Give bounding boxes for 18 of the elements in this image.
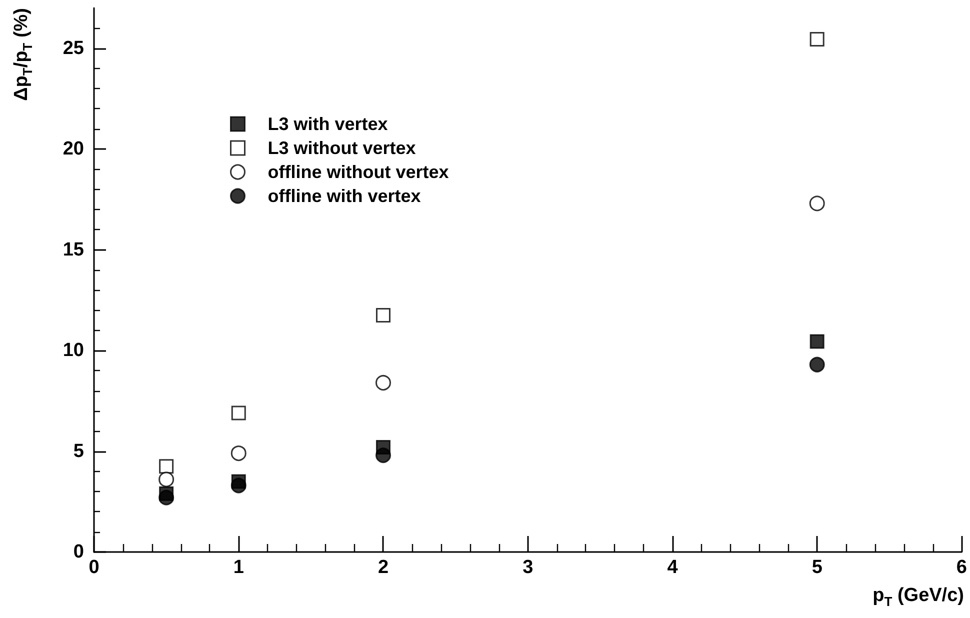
x-tick-label: 4 [667, 557, 678, 578]
y-tick-label: 15 [62, 239, 84, 260]
legend-label: offline without vertex [268, 162, 449, 182]
y-tick-label: 0 [73, 542, 84, 562]
y-tick-label: 20 [62, 138, 84, 160]
x-tick-label: 2 [378, 557, 389, 578]
y-tick-label: 10 [62, 340, 84, 362]
legend-label: offline with vertex [268, 186, 421, 206]
x-tick-label: 1 [233, 557, 244, 578]
y-tick-label: 5 [73, 440, 84, 462]
x-axis-title: p$_{T}$ (GeV/c) [872, 585, 964, 609]
y-tick-label: 25 [62, 38, 84, 59]
legend-label: L3 without vertex [268, 138, 416, 158]
legend-label: L3 with vertex [268, 114, 388, 134]
x-tick-label: 0 [88, 557, 100, 578]
x-tick-label: 6 [956, 557, 968, 578]
x-tick-label: 5 [812, 557, 823, 578]
x-tick-label: 3 [522, 557, 534, 578]
